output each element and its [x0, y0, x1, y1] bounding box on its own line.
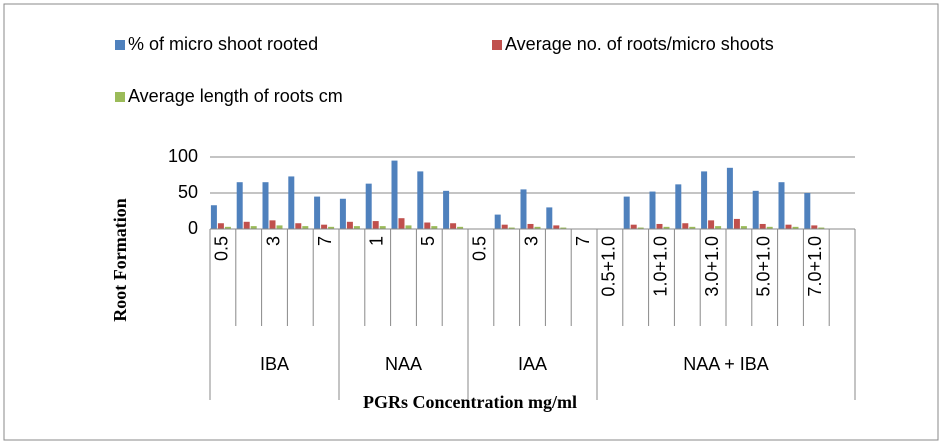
bar: [417, 171, 424, 229]
bar: [778, 182, 785, 229]
bar: [224, 226, 231, 229]
bar: [553, 225, 560, 229]
x-tick-label: 5: [418, 236, 438, 246]
group-label: NAA: [385, 354, 422, 374]
x-tick-label: 1: [366, 236, 386, 246]
y-tick-label: 0: [188, 218, 198, 238]
bar: [405, 225, 412, 229]
bar: [288, 176, 295, 229]
bar: [346, 221, 353, 229]
bar: [546, 207, 553, 229]
bar: [217, 223, 224, 229]
bar: [501, 224, 508, 229]
legend-swatch: [492, 40, 502, 50]
bar: [321, 224, 328, 229]
bar: [269, 220, 276, 229]
bar: [637, 227, 644, 229]
bar: [508, 227, 515, 229]
bar: [236, 182, 243, 229]
bar: [818, 227, 825, 229]
bar: [656, 223, 663, 229]
bar: [560, 227, 567, 229]
bar: [766, 226, 773, 229]
y-axis-title: Root Formation: [110, 198, 130, 321]
bar: [649, 191, 656, 229]
x-tick-label: 7: [573, 236, 593, 246]
bar: [494, 214, 501, 229]
bar: [372, 221, 379, 229]
x-tick-label: 0.5: [212, 236, 232, 261]
bar: [243, 221, 250, 229]
bar: [262, 182, 269, 229]
bar: [210, 205, 217, 229]
bar: [733, 218, 740, 229]
group-label: NAA + IBA: [683, 354, 769, 374]
chart-border: [3, 3, 939, 441]
legend-swatch: [115, 40, 125, 50]
bar: [623, 196, 630, 229]
legend-label: % of micro shoot rooted: [128, 34, 318, 54]
bar: [785, 224, 792, 229]
bar: [379, 226, 386, 229]
bar: [804, 193, 811, 229]
bar: [431, 226, 438, 229]
bar: [682, 223, 689, 229]
bar: [701, 171, 708, 229]
group-label: IAA: [518, 354, 547, 374]
x-axis-title: PGRs Concentration mg/ml: [363, 392, 577, 412]
bar: [630, 224, 637, 229]
bar: [675, 184, 682, 229]
bar: [365, 183, 372, 229]
bar: [792, 226, 799, 229]
bar: [811, 225, 818, 229]
bar: [663, 226, 670, 229]
bar: [457, 226, 464, 229]
bar: [302, 226, 309, 229]
bar: [752, 190, 759, 229]
legend-label: Average no. of roots/micro shoots: [505, 34, 774, 54]
bar: [398, 218, 405, 229]
legend-swatch: [115, 92, 125, 102]
bar: [740, 226, 747, 229]
x-tick-label: 1.0+1.0: [650, 236, 670, 297]
x-tick-label: 5.0+1.0: [753, 236, 773, 297]
bar: [689, 226, 696, 229]
bar: [527, 223, 534, 229]
bar: [314, 196, 321, 229]
x-tick-label: 0.5: [470, 236, 490, 261]
y-tick-label: 50: [178, 182, 198, 202]
bar: [353, 226, 360, 229]
bar: [708, 220, 715, 229]
bar: [250, 226, 257, 229]
bar: [450, 223, 457, 229]
x-tick-label: 3: [263, 236, 283, 246]
group-label: IBA: [260, 354, 289, 374]
bar: [391, 160, 398, 229]
x-tick-label: 0.5+1.0: [599, 236, 619, 297]
bar: [726, 167, 733, 229]
bar: [295, 223, 302, 229]
x-tick-label: 3: [521, 236, 541, 246]
bar: [276, 225, 283, 229]
bar: [328, 226, 335, 229]
x-tick-label: 7: [315, 236, 335, 246]
y-tick-label: 100: [168, 146, 198, 166]
bar: [443, 190, 450, 229]
x-tick-label: 7.0+1.0: [805, 236, 825, 297]
bar: [715, 226, 722, 229]
bar: [339, 198, 346, 229]
bar: [424, 222, 431, 229]
legend-label: Average length of roots cm: [128, 86, 343, 106]
bar: [759, 223, 766, 229]
x-tick-label: 3.0+1.0: [702, 236, 722, 297]
bar: [520, 189, 527, 229]
bar: [534, 226, 541, 229]
